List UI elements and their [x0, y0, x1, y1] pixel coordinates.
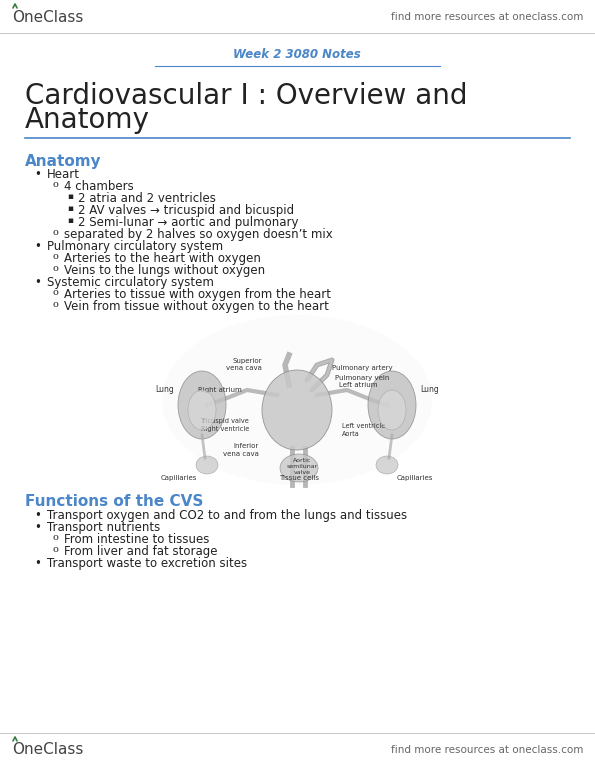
- Text: o: o: [52, 252, 58, 261]
- Ellipse shape: [378, 390, 406, 430]
- Text: separated by 2 halves so oxygen doesn’t mix: separated by 2 halves so oxygen doesn’t …: [64, 228, 333, 241]
- Text: o: o: [52, 180, 58, 189]
- Text: Lung: Lung: [420, 386, 439, 394]
- Text: Left ventricle
Aorta: Left ventricle Aorta: [342, 424, 385, 437]
- Text: 2 Semi-lunar → aortic and pulmonary: 2 Semi-lunar → aortic and pulmonary: [78, 216, 299, 229]
- Text: From liver and fat storage: From liver and fat storage: [64, 545, 218, 558]
- Text: ▪: ▪: [67, 192, 73, 201]
- Text: Arteries to tissue with oxygen from the heart: Arteries to tissue with oxygen from the …: [64, 288, 331, 301]
- Text: •: •: [35, 521, 42, 534]
- Text: 4 chambers: 4 chambers: [64, 180, 134, 193]
- Text: Cardiovascular I : Overview and: Cardiovascular I : Overview and: [25, 82, 468, 110]
- Ellipse shape: [262, 370, 332, 450]
- Text: Systemic circulatory system: Systemic circulatory system: [47, 276, 214, 289]
- Text: 2 atria and 2 ventricles: 2 atria and 2 ventricles: [78, 192, 216, 205]
- Ellipse shape: [280, 454, 318, 482]
- Text: Transport waste to excretion sites: Transport waste to excretion sites: [47, 557, 247, 570]
- Ellipse shape: [162, 315, 432, 485]
- Text: Arteries to the heart with oxygen: Arteries to the heart with oxygen: [64, 252, 261, 265]
- Text: ▪: ▪: [67, 204, 73, 213]
- Text: Right atrium: Right atrium: [198, 387, 242, 393]
- Ellipse shape: [368, 371, 416, 439]
- Text: o: o: [52, 264, 58, 273]
- Text: From intestine to tissues: From intestine to tissues: [64, 533, 209, 546]
- Text: Tricuspid valve
Right ventricle: Tricuspid valve Right ventricle: [201, 419, 249, 431]
- Text: Left atrium: Left atrium: [339, 382, 377, 388]
- Text: •: •: [35, 276, 42, 289]
- Text: Transport oxygen and CO2 to and from the lungs and tissues: Transport oxygen and CO2 to and from the…: [47, 509, 407, 522]
- Text: o: o: [52, 228, 58, 237]
- Text: Anatomy: Anatomy: [25, 154, 102, 169]
- Text: Tissue cells: Tissue cells: [279, 475, 319, 481]
- Text: Inferior
vena cava: Inferior vena cava: [223, 444, 259, 457]
- Text: Pulmonary vein: Pulmonary vein: [335, 375, 389, 381]
- Text: o: o: [52, 533, 58, 542]
- Ellipse shape: [376, 456, 398, 474]
- Text: Pulmonary circulatory system: Pulmonary circulatory system: [47, 240, 223, 253]
- Text: OneClass: OneClass: [12, 9, 83, 25]
- Text: Transport nutrients: Transport nutrients: [47, 521, 160, 534]
- Ellipse shape: [188, 390, 216, 430]
- Ellipse shape: [196, 456, 218, 474]
- Text: Superior
vena cava: Superior vena cava: [226, 359, 262, 371]
- Text: Vein from tissue without oxygen to the heart: Vein from tissue without oxygen to the h…: [64, 300, 329, 313]
- Text: Veins to the lungs without oxygen: Veins to the lungs without oxygen: [64, 264, 265, 277]
- Text: •: •: [35, 557, 42, 570]
- Text: Functions of the CVS: Functions of the CVS: [25, 494, 203, 509]
- Text: o: o: [52, 288, 58, 297]
- Text: Lung: Lung: [155, 386, 174, 394]
- Text: ▪: ▪: [67, 216, 73, 225]
- Text: •: •: [35, 240, 42, 253]
- Text: Anatomy: Anatomy: [25, 106, 150, 134]
- Text: Capillaries: Capillaries: [161, 475, 197, 481]
- Text: o: o: [52, 300, 58, 309]
- Text: find more resources at oneclass.com: find more resources at oneclass.com: [391, 745, 583, 755]
- Text: Heart: Heart: [47, 168, 80, 181]
- Text: Week 2 3080 Notes: Week 2 3080 Notes: [233, 49, 361, 62]
- Text: find more resources at oneclass.com: find more resources at oneclass.com: [391, 12, 583, 22]
- Ellipse shape: [178, 371, 226, 439]
- Text: •: •: [35, 168, 42, 181]
- Text: Pulmonary artery: Pulmonary artery: [332, 365, 393, 371]
- Text: Capillaries: Capillaries: [397, 475, 433, 481]
- Text: Aortic
semilunar
valve: Aortic semilunar valve: [286, 458, 318, 474]
- Text: o: o: [52, 545, 58, 554]
- Text: OneClass: OneClass: [12, 742, 83, 758]
- Text: 2 AV valves → tricuspid and bicuspid: 2 AV valves → tricuspid and bicuspid: [78, 204, 294, 217]
- Text: •: •: [35, 509, 42, 522]
